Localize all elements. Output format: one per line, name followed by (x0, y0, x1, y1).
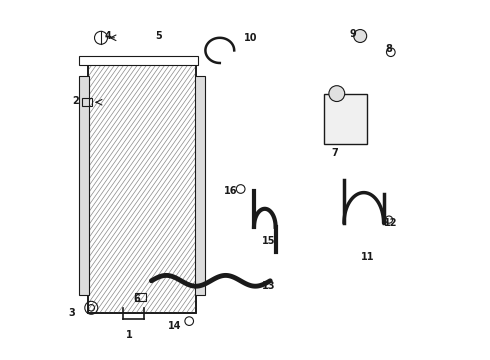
Text: 1: 1 (126, 330, 133, 340)
Text: 10: 10 (244, 33, 257, 43)
Text: 8: 8 (386, 44, 392, 54)
Bar (324, 94, 368, 144)
Bar (88, 58, 196, 313)
Text: 6: 6 (134, 294, 140, 304)
Text: 16: 16 (224, 186, 237, 196)
Text: 5: 5 (155, 31, 162, 41)
Text: 13: 13 (262, 281, 275, 291)
Text: 4: 4 (105, 31, 112, 41)
Bar (135, 293, 146, 301)
Circle shape (354, 30, 367, 42)
Text: 3: 3 (69, 308, 75, 318)
Text: 7: 7 (332, 148, 339, 158)
Bar (79, 56, 198, 65)
Bar (82, 98, 92, 106)
Text: 2: 2 (73, 96, 79, 106)
Text: 11: 11 (361, 252, 374, 262)
Circle shape (329, 86, 345, 102)
Bar (79, 76, 90, 295)
Bar (195, 76, 205, 295)
Text: 15: 15 (262, 236, 275, 246)
Text: 14: 14 (168, 321, 182, 331)
Text: 12: 12 (384, 218, 397, 228)
Bar (88, 58, 196, 313)
Text: 9: 9 (350, 29, 356, 39)
